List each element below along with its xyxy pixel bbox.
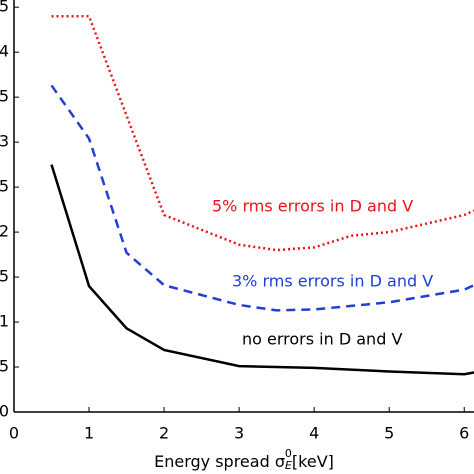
y-tick-label: 2 bbox=[0, 222, 9, 241]
x-label-unit: [keV] bbox=[292, 452, 334, 471]
x-tick-label: 6 bbox=[459, 424, 469, 443]
series-label: 3% rms errors in D and V bbox=[232, 272, 433, 291]
x-tick-label: 2 bbox=[159, 424, 169, 443]
y-tick-label: 1 bbox=[0, 312, 9, 331]
x-tick-label: 0 bbox=[9, 424, 19, 443]
x-label-sup: 0 bbox=[285, 447, 292, 460]
series-line bbox=[51, 14, 474, 252]
x-tick-label: 4 bbox=[309, 424, 319, 443]
y-tick-label: 5 bbox=[0, 267, 9, 286]
x-label-text: Energy spread σ bbox=[154, 452, 285, 471]
series-label: 5% rms errors in D and V bbox=[212, 197, 413, 216]
y-tick-label: 4 bbox=[0, 42, 9, 61]
x-tick-label: 1 bbox=[84, 424, 94, 443]
y-tick-label: 5 bbox=[0, 177, 9, 196]
y-tick-label: 3 bbox=[0, 132, 9, 151]
x-label-sub: E bbox=[285, 459, 292, 472]
x-tick-label: 3 bbox=[234, 424, 244, 443]
x-tick-label: 5 bbox=[384, 424, 394, 443]
y-tick-label: 5 bbox=[0, 87, 9, 106]
x-axis-label: Energy spread σE0[keV] bbox=[154, 447, 334, 472]
y-tick-label: 0 bbox=[0, 402, 9, 421]
series-line bbox=[50, 84, 474, 312]
series-line bbox=[50, 164, 474, 376]
y-tick-label: 5 bbox=[0, 0, 9, 16]
y-tick-label: 5 bbox=[0, 357, 9, 376]
series-label: no errors in D and V bbox=[242, 330, 402, 349]
